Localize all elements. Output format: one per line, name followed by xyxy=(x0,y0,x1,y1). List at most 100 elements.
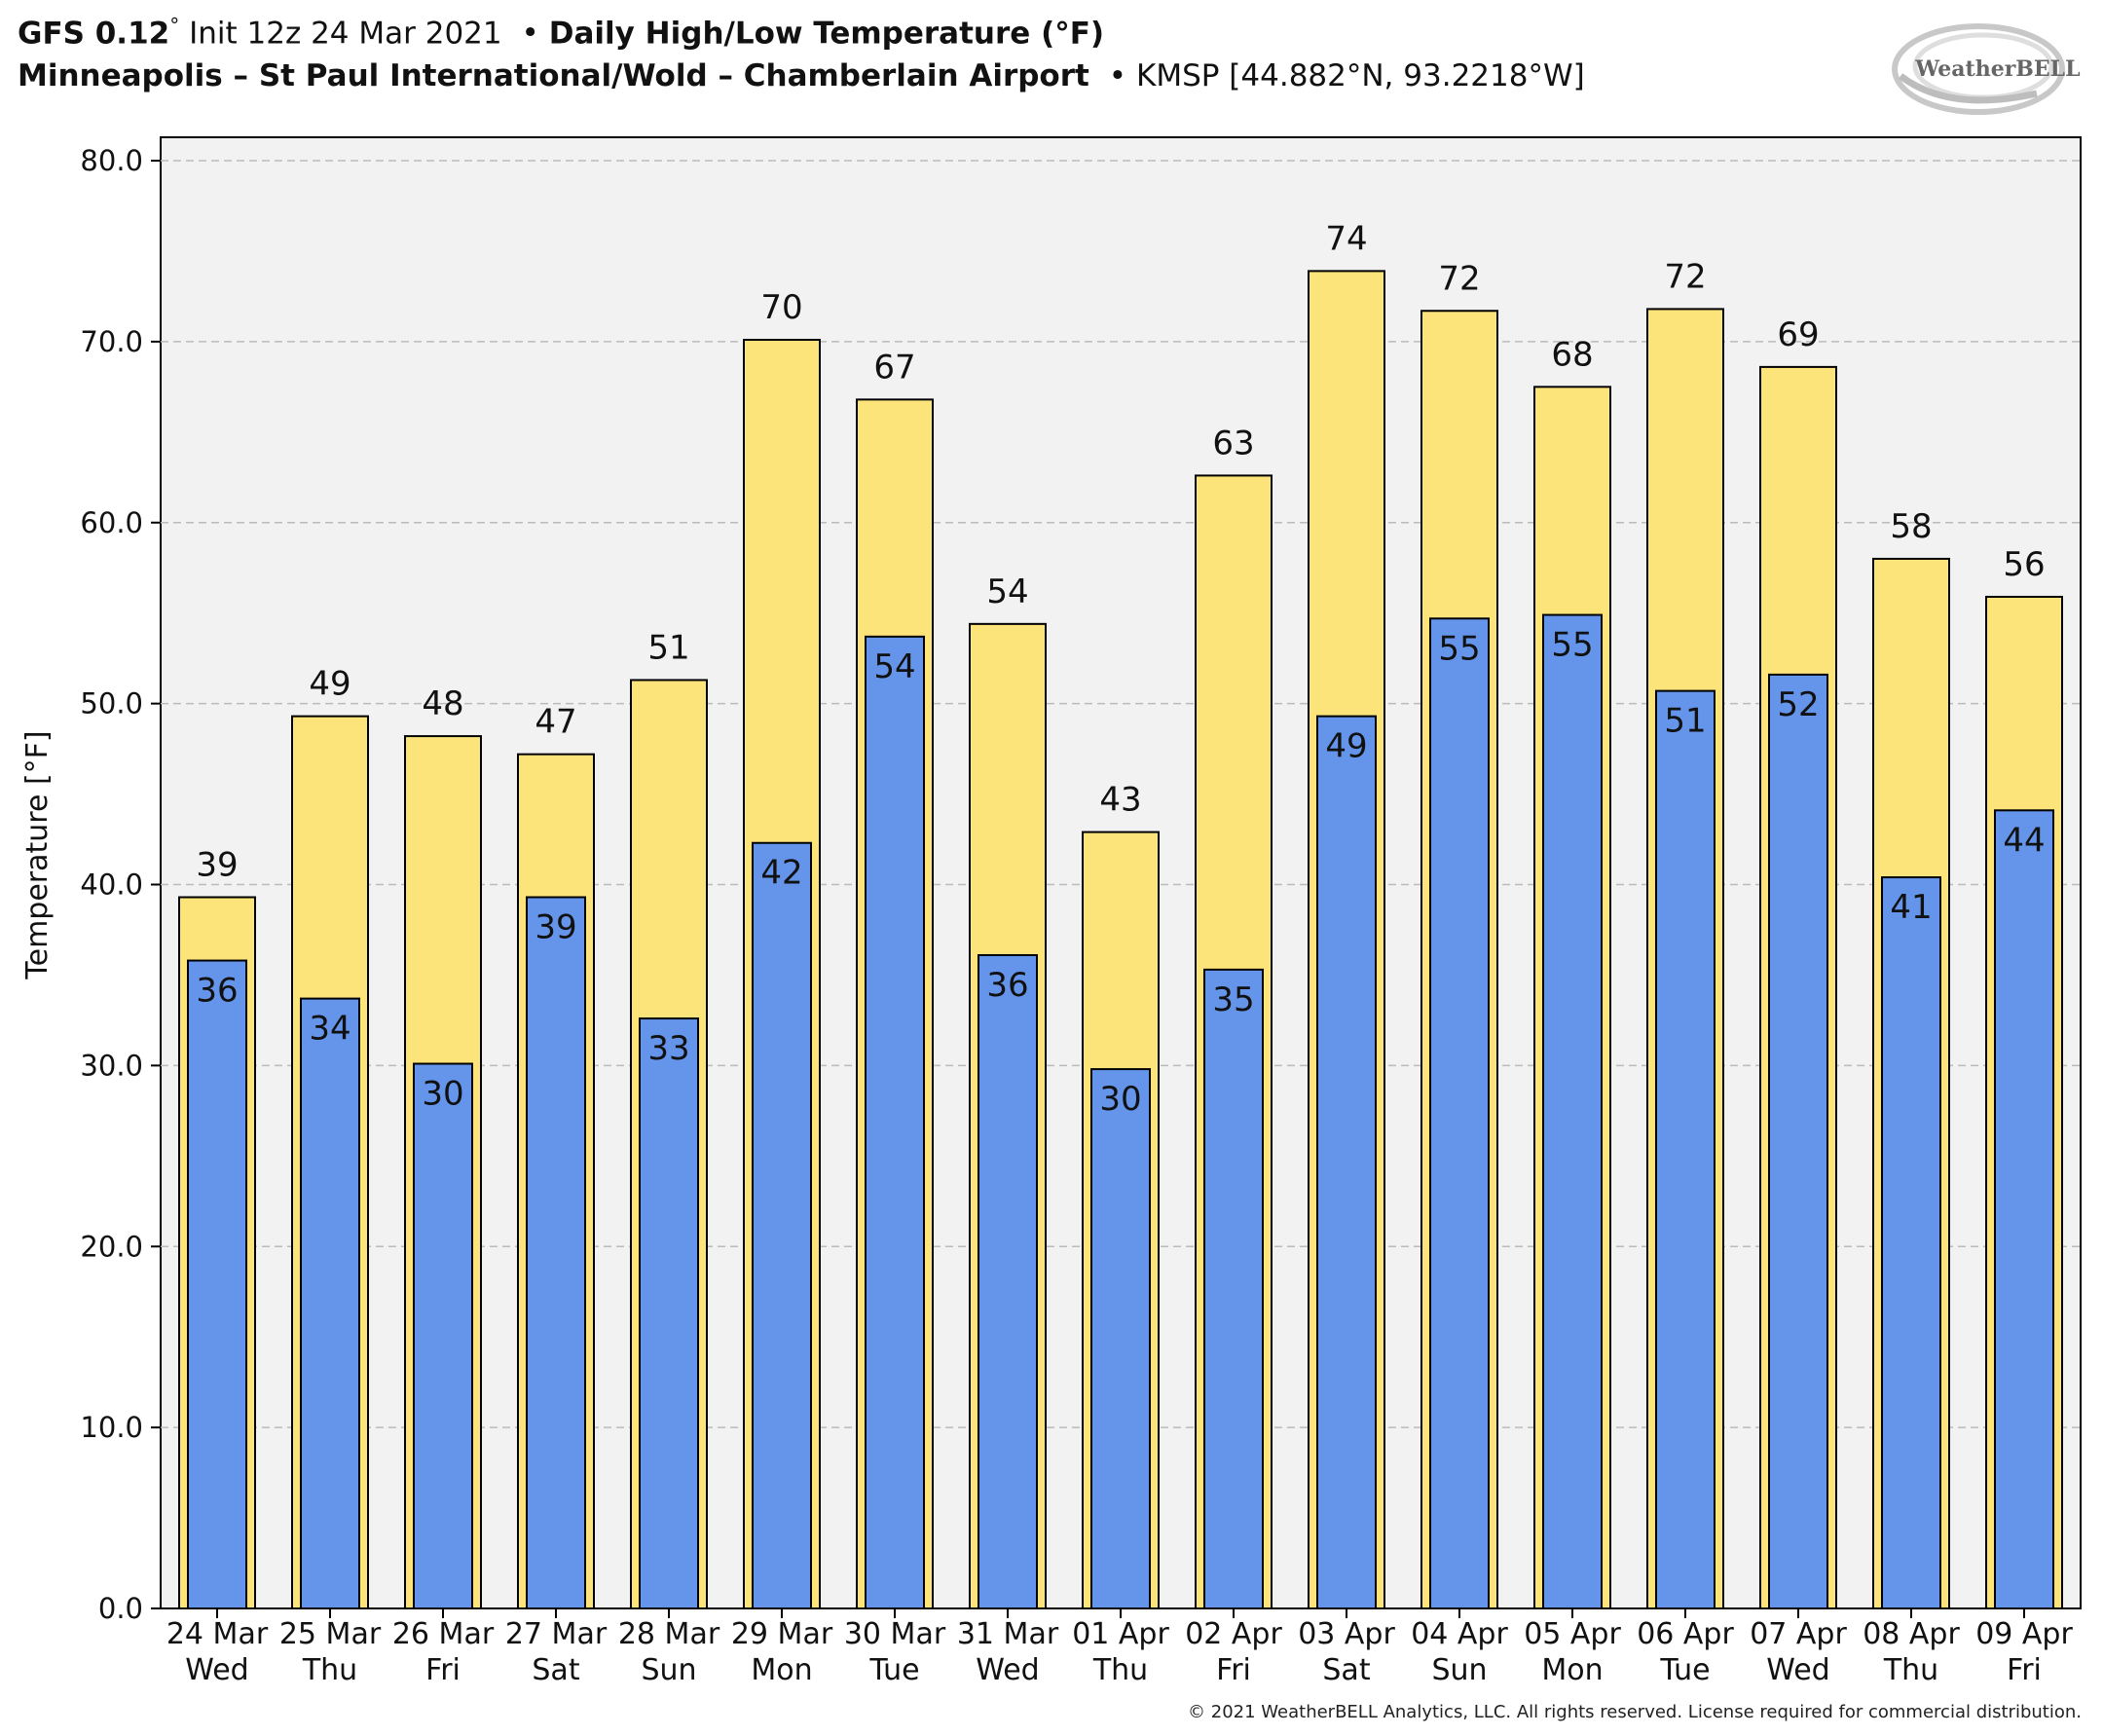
low-temp-label: 33 xyxy=(647,1029,689,1068)
y-tick-label: 60.0 xyxy=(80,506,143,539)
x-tick-day: Thu xyxy=(1883,1653,1938,1687)
x-tick-day: Sun xyxy=(1431,1653,1487,1687)
x-tick-date: 29 Mar xyxy=(731,1617,833,1651)
low-temp-label: 34 xyxy=(309,1010,350,1049)
x-tick-date: 31 Mar xyxy=(957,1617,1059,1651)
high-temp-label: 70 xyxy=(760,288,802,327)
low-temp-label: 41 xyxy=(1890,888,1932,927)
logo-text: WeatherBELL xyxy=(1914,56,2080,82)
chart-title-line-2: Minneapolis – St Paul International/Wold… xyxy=(18,58,1585,93)
high-temp-label: 39 xyxy=(196,846,238,885)
x-tick-date: 26 Mar xyxy=(392,1617,495,1651)
low-temp-label: 55 xyxy=(1551,626,1593,665)
x-tick-day: Wed xyxy=(185,1653,248,1687)
x-tick-day: Thu xyxy=(1092,1653,1148,1687)
y-tick-label: 40.0 xyxy=(80,868,143,902)
high-temp-label: 51 xyxy=(647,628,689,667)
low-temp-bar xyxy=(300,997,360,1609)
station-info: KMSP [44.882°N, 93.2218°W] xyxy=(1136,58,1585,93)
high-temp-label: 54 xyxy=(986,573,1028,611)
high-temp-label: 72 xyxy=(1664,257,1706,296)
low-temp-bar xyxy=(978,953,1038,1609)
x-tick-day: Mon xyxy=(751,1653,812,1687)
high-temp-label: 68 xyxy=(1551,335,1593,374)
high-temp-label: 58 xyxy=(1890,507,1932,546)
bars: 39 36 49 34 48 30 47 39 51 33 70 42 67 54 54 36 43 30 63 35… xyxy=(178,219,2063,1610)
x-tick-date: 03 Apr xyxy=(1298,1617,1395,1651)
high-temp-label: 48 xyxy=(422,684,463,723)
low-temp-label: 44 xyxy=(2003,821,2045,860)
y-tick-label: 50.0 xyxy=(80,687,143,720)
low-temp-bar xyxy=(1542,613,1603,1609)
high-temp-label: 43 xyxy=(1099,781,1141,820)
low-temp-label: 42 xyxy=(760,854,802,893)
high-temp-label: 56 xyxy=(2003,545,2045,584)
x-tick-date: 07 Apr xyxy=(1750,1617,1847,1651)
low-temp-bar xyxy=(1316,715,1377,1609)
low-temp-bar xyxy=(1655,689,1716,1609)
x-tick-date: 28 Mar xyxy=(618,1617,720,1651)
low-temp-label: 55 xyxy=(1438,629,1480,668)
weatherbell-logo: WeatherBELL xyxy=(1892,23,2081,115)
x-tick-day: Wed xyxy=(1766,1653,1829,1687)
low-temp-label: 52 xyxy=(1777,685,1819,724)
x-tick-day: Thu xyxy=(302,1653,357,1687)
low-temp-bar xyxy=(526,896,586,1609)
low-temp-label: 51 xyxy=(1664,702,1706,741)
x-tick-date: 05 Apr xyxy=(1524,1617,1621,1651)
model-name: GFS 0.12 xyxy=(18,16,170,52)
x-tick-date: 08 Apr xyxy=(1863,1617,1960,1651)
station-name: Minneapolis – St Paul International/Wold… xyxy=(18,58,1089,93)
x-tick-day: Fri xyxy=(425,1653,461,1687)
low-temp-bar xyxy=(865,635,925,1609)
title-bullet: • xyxy=(521,16,539,52)
x-tick-date: 09 Apr xyxy=(1975,1617,2073,1651)
high-temp-label: 49 xyxy=(309,665,350,704)
x-tick-day: Sun xyxy=(641,1653,696,1687)
low-temp-label: 36 xyxy=(986,966,1028,1005)
x-tick-day: Sat xyxy=(532,1653,579,1687)
high-temp-label: 67 xyxy=(873,348,915,387)
station-bullet: • xyxy=(1108,58,1126,93)
y-tick-label: 70.0 xyxy=(80,325,143,358)
x-tick-day: Sat xyxy=(1322,1653,1370,1687)
low-temp-label: 54 xyxy=(873,647,915,686)
y-tick-label: 0.0 xyxy=(98,1592,143,1625)
low-temp-label: 35 xyxy=(1212,980,1254,1019)
y-axis-ticks: 0.0 10.0 20.0 30.0 40.0 50.0 60.0 70.0 80.0 xyxy=(80,144,161,1625)
low-temp-bar xyxy=(752,841,812,1609)
y-tick-label: 30.0 xyxy=(80,1049,143,1082)
low-temp-bar xyxy=(1429,617,1490,1609)
high-temp-label: 74 xyxy=(1325,219,1367,258)
x-tick-date: 27 Mar xyxy=(505,1617,608,1651)
x-tick-date: 01 Apr xyxy=(1072,1617,1169,1651)
low-temp-label: 30 xyxy=(1099,1080,1141,1119)
low-temp-bar xyxy=(1994,809,2054,1609)
low-temp-bar xyxy=(1768,673,1828,1609)
x-tick-day: Fri xyxy=(1216,1653,1251,1687)
high-temp-label: 72 xyxy=(1438,259,1480,298)
x-tick-date: 30 Mar xyxy=(844,1617,946,1651)
high-temp-label: 47 xyxy=(535,703,576,742)
x-tick-day: Tue xyxy=(1659,1653,1710,1687)
product-name: Daily High/Low Temperature (°F) xyxy=(548,16,1105,52)
low-temp-label: 36 xyxy=(196,972,238,1011)
chart-title-line-1: GFS 0.12° Init 12z 24 Mar 2021 • Daily Hi… xyxy=(18,14,1104,51)
y-tick-label: 80.0 xyxy=(80,144,143,177)
x-tick-day: Tue xyxy=(868,1653,919,1687)
x-tick-date: 24 Mar xyxy=(166,1617,269,1651)
x-tick-date: 06 Apr xyxy=(1637,1617,1734,1651)
low-temp-bar xyxy=(187,959,247,1609)
y-tick-label: 10.0 xyxy=(80,1411,143,1444)
low-temp-bar xyxy=(413,1062,473,1609)
high-temp-label: 69 xyxy=(1777,315,1819,354)
low-temp-bar xyxy=(1090,1068,1151,1609)
low-temp-bar xyxy=(1203,968,1264,1609)
x-tick-date: 04 Apr xyxy=(1411,1617,1508,1651)
low-temp-bar xyxy=(1881,876,1941,1609)
low-temp-label: 39 xyxy=(535,908,576,947)
x-tick-day: Fri xyxy=(2007,1653,2042,1687)
high-temp-label: 63 xyxy=(1212,424,1254,462)
